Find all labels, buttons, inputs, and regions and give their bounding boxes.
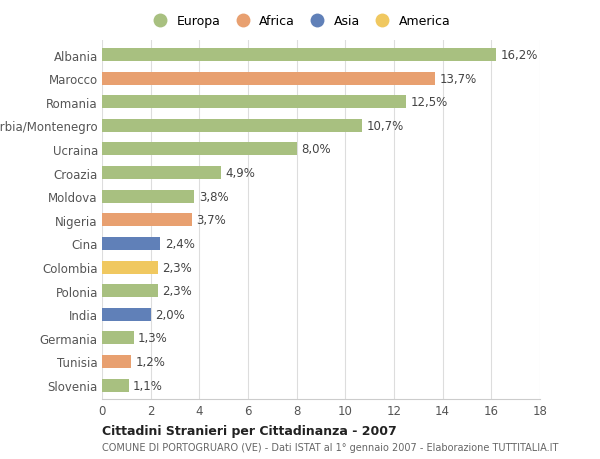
Text: 1,1%: 1,1% — [133, 379, 163, 392]
Bar — [102, 190, 194, 203]
Bar — [102, 331, 134, 345]
Bar — [102, 120, 362, 133]
Bar — [102, 214, 192, 227]
Text: 2,4%: 2,4% — [165, 237, 194, 250]
Text: 1,3%: 1,3% — [138, 331, 168, 345]
Text: 2,0%: 2,0% — [155, 308, 185, 321]
Text: 12,5%: 12,5% — [410, 96, 448, 109]
Text: 13,7%: 13,7% — [440, 73, 477, 85]
Text: 1,2%: 1,2% — [136, 355, 166, 368]
Bar — [102, 96, 406, 109]
Text: 4,9%: 4,9% — [226, 167, 256, 179]
Text: 2,3%: 2,3% — [163, 285, 192, 297]
Bar — [102, 379, 129, 392]
Bar — [102, 308, 151, 321]
Bar — [102, 237, 160, 250]
Bar — [102, 355, 131, 368]
Bar — [102, 261, 158, 274]
Text: 3,7%: 3,7% — [196, 214, 226, 227]
Text: Cittadini Stranieri per Cittadinanza - 2007: Cittadini Stranieri per Cittadinanza - 2… — [102, 425, 397, 437]
Bar — [102, 143, 296, 156]
Text: 3,8%: 3,8% — [199, 190, 229, 203]
Bar — [102, 285, 158, 297]
Bar — [102, 73, 436, 85]
Text: 8,0%: 8,0% — [301, 143, 331, 156]
Text: 16,2%: 16,2% — [500, 49, 538, 62]
Text: 10,7%: 10,7% — [367, 120, 404, 133]
Text: COMUNE DI PORTOGRUARO (VE) - Dati ISTAT al 1° gennaio 2007 - Elaborazione TUTTIT: COMUNE DI PORTOGRUARO (VE) - Dati ISTAT … — [102, 442, 559, 452]
Legend: Europa, Africa, Asia, America: Europa, Africa, Asia, America — [148, 15, 451, 28]
Bar — [102, 49, 496, 62]
Text: 2,3%: 2,3% — [163, 261, 192, 274]
Bar — [102, 167, 221, 179]
